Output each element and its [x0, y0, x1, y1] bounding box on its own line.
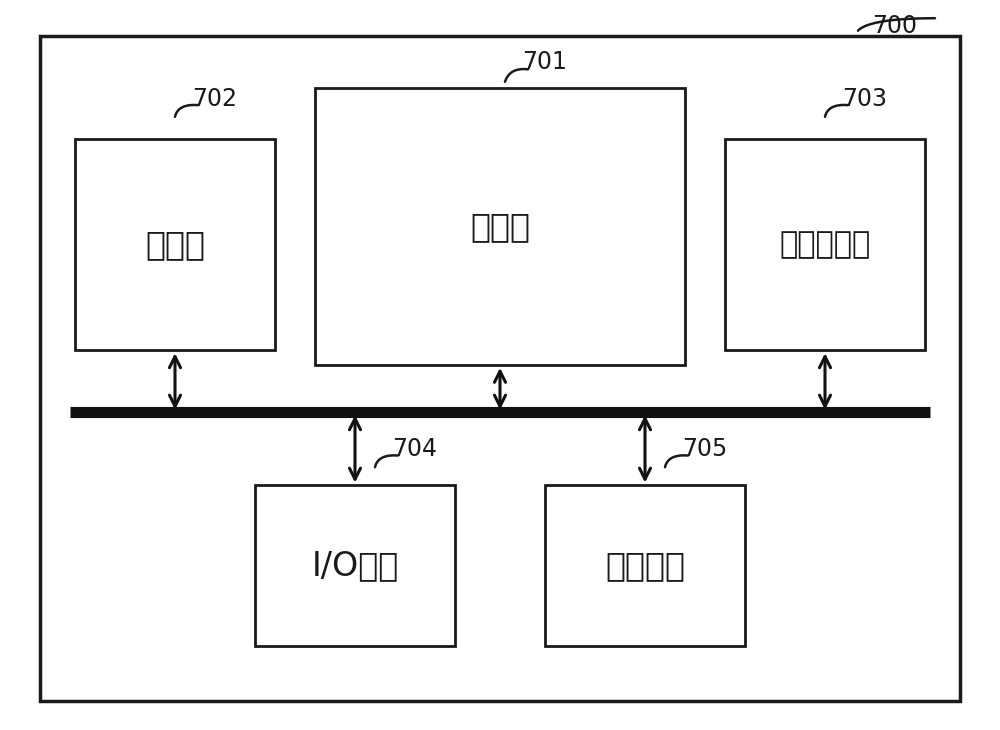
Text: 处理器: 处理器	[470, 210, 530, 243]
Bar	[315, 88, 685, 365]
Bar	[545, 485, 745, 646]
Text: 704: 704	[392, 437, 438, 461]
Text: 705: 705	[682, 437, 728, 461]
Text: 存储器: 存储器	[145, 228, 205, 261]
Text: 通信组件: 通信组件	[605, 549, 685, 583]
Text: 多媒体组件: 多媒体组件	[779, 230, 871, 259]
Text: I/O接口: I/O接口	[311, 549, 399, 583]
Bar	[255, 485, 455, 646]
Text: 703: 703	[842, 87, 888, 110]
Text: 700: 700	[872, 14, 918, 37]
Text: 701: 701	[523, 50, 567, 74]
Bar	[75, 139, 275, 350]
Bar	[725, 139, 925, 350]
Text: 702: 702	[192, 87, 238, 110]
